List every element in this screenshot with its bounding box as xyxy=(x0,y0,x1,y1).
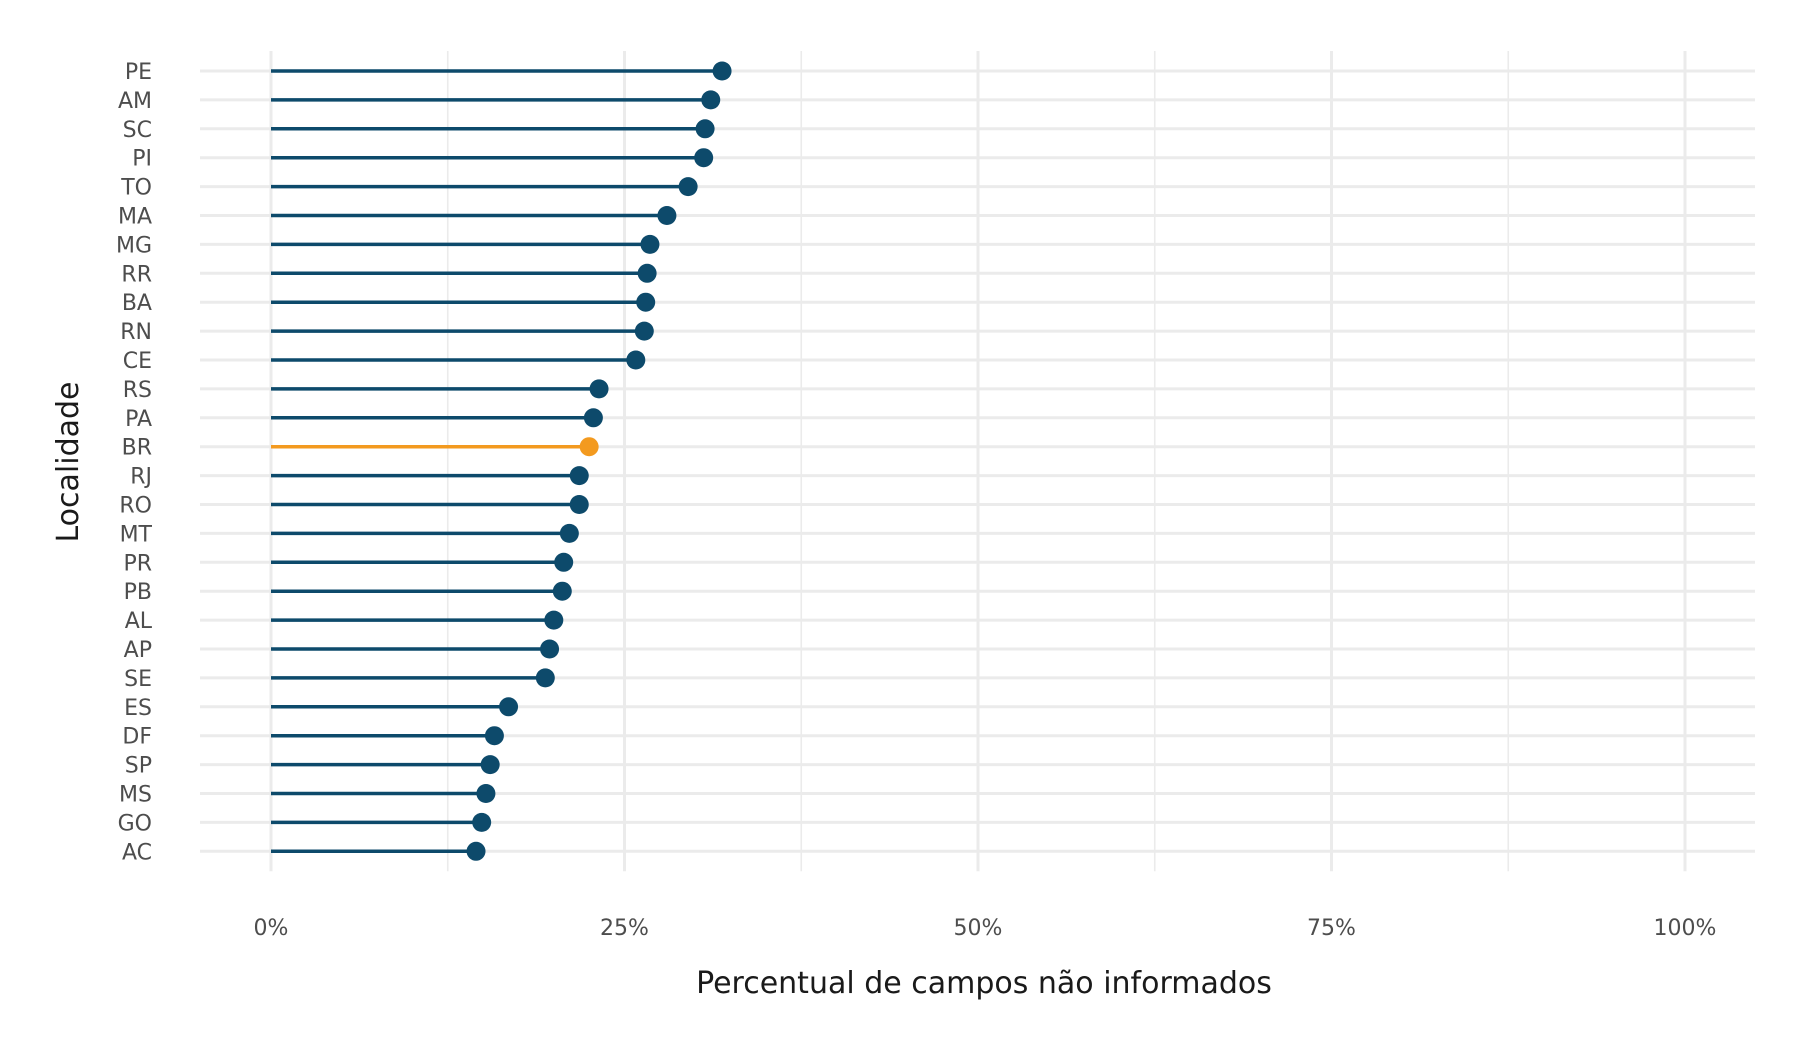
y-tick-label: AM xyxy=(118,89,152,114)
y-tick-label: AC xyxy=(122,840,152,865)
lollipop-point xyxy=(480,755,500,775)
y-tick-label: AP xyxy=(124,638,152,663)
lollipop-point xyxy=(589,379,609,399)
y-tick-label: RS xyxy=(123,378,152,403)
lollipop-point xyxy=(476,784,496,803)
y-tick-label: RN xyxy=(120,320,152,345)
y-tick-label: PA xyxy=(125,407,152,432)
y-tick-label: MG xyxy=(116,233,152,258)
x-tick-label: 0% xyxy=(254,916,289,941)
y-tick-label: ES xyxy=(124,696,152,721)
lollipop-point xyxy=(701,90,721,110)
lollipop-point xyxy=(678,177,698,197)
lollipop-point xyxy=(640,234,660,254)
lollipop-point xyxy=(559,523,579,543)
lollipop-point xyxy=(540,639,560,659)
grid-layer xyxy=(200,51,1755,872)
y-tick-label: AL xyxy=(125,609,153,634)
y-tick-label: SC xyxy=(123,118,152,143)
x-axis-title: Percentual de campos não informados xyxy=(696,966,1272,1001)
lollipop-point xyxy=(535,668,555,688)
y-tick-label: SE xyxy=(124,667,152,692)
y-axis-title: Localidade xyxy=(51,381,86,542)
y-tick-label: PR xyxy=(123,551,152,576)
x-tick-label: 75% xyxy=(1307,916,1356,941)
y-tick-label: GO xyxy=(118,811,152,836)
lollipop-point xyxy=(544,610,564,630)
y-tick-label: MT xyxy=(120,522,153,547)
lollipop-point xyxy=(466,841,486,861)
x-tick-label: 100% xyxy=(1654,916,1717,941)
y-tick-label: RR xyxy=(121,262,152,287)
y-tick-label: PE xyxy=(125,60,152,85)
lollipop-point xyxy=(626,350,646,370)
y-tick-label: MA xyxy=(118,205,152,230)
lollipop-point xyxy=(637,263,657,283)
y-tick-label: PB xyxy=(124,580,152,605)
lollipop-point xyxy=(636,292,656,312)
labels-layer: 0% 25% 50% 75% 100% PE AM SC PI TO MA MG RR BA RN CE RS P… xyxy=(116,60,1716,941)
x-tick-label: 25% xyxy=(600,916,649,941)
lollipop-point xyxy=(569,466,589,486)
y-tick-label: BA xyxy=(122,291,152,316)
x-tick-label: 50% xyxy=(954,916,1003,941)
lollipop-point xyxy=(472,812,492,832)
lollipop-point xyxy=(579,437,599,457)
y-tick-label: SP xyxy=(125,754,152,779)
lollipop-point xyxy=(712,61,732,81)
y-tick-label: PI xyxy=(132,147,152,172)
lollipop-point xyxy=(499,697,519,717)
lollipop-point xyxy=(694,148,714,168)
lollipop-point xyxy=(657,206,677,225)
lollipop-point xyxy=(484,726,504,746)
y-tick-label: DF xyxy=(122,725,152,750)
lollipop-point xyxy=(552,581,572,601)
lollipop-point xyxy=(554,552,574,572)
y-tick-label: CE xyxy=(123,349,152,374)
y-tick-label: BR xyxy=(122,436,152,461)
y-tick-label: TO xyxy=(120,176,152,201)
lollipop-point xyxy=(583,408,603,428)
marks-layer xyxy=(271,61,732,861)
y-tick-label: RJ xyxy=(130,465,152,490)
lollipop-point xyxy=(569,495,589,514)
y-tick-label: RO xyxy=(119,494,152,519)
y-tick-label: MS xyxy=(119,783,152,808)
lollipop-point xyxy=(695,119,715,139)
lollipop-point xyxy=(634,321,654,341)
